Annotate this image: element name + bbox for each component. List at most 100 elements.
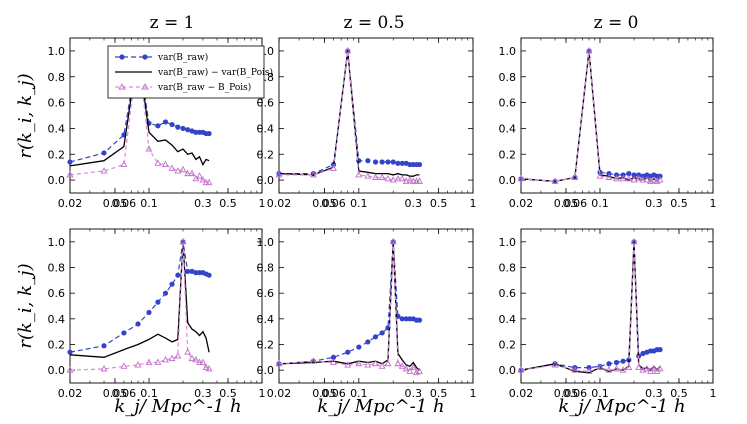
x-tick-label: 0.1 xyxy=(350,387,368,400)
point-pois xyxy=(643,364,651,372)
point-pois xyxy=(188,169,196,177)
y-tick-label: 0.6 xyxy=(499,287,517,300)
x-extra-tick-label: 0.06 xyxy=(321,387,346,400)
point-pois xyxy=(585,367,593,374)
point-pois xyxy=(134,361,142,368)
point-pois xyxy=(120,160,128,168)
point-pois xyxy=(196,358,203,365)
point-pois xyxy=(389,237,397,245)
point-raw xyxy=(657,347,663,353)
point-raw xyxy=(193,270,199,276)
point-raw xyxy=(180,125,186,132)
point-raw xyxy=(135,321,141,327)
point-raw xyxy=(626,171,632,177)
point-pois xyxy=(635,174,643,182)
point-pois xyxy=(100,364,108,372)
point-pois xyxy=(145,145,153,152)
point-pois xyxy=(275,170,283,178)
panel-frame xyxy=(69,37,263,194)
x-axis-title-col2: k_j/ Mpc^-1 h xyxy=(317,396,444,417)
panel-3: 0.02 0.05 0.1 0.5 1 0.06 0.3 0.0 0.2 0.4 0.6 0.8 1.0 xyxy=(499,37,717,210)
y-tick-label: 0.0 xyxy=(48,364,66,377)
series-line-raw xyxy=(520,241,661,371)
panels-group: 0.02 0.05 0.1 0.5 1 0.06 0.3 0.0 0.2 0.4 0.6 0.8 1.0… xyxy=(48,37,717,400)
point-pois xyxy=(355,170,363,178)
point-raw xyxy=(416,161,423,168)
series-line-sub xyxy=(520,241,661,374)
point-pois xyxy=(650,364,658,372)
y-tick-label: 0.4 xyxy=(48,122,66,135)
x-tick-label: 0.1 xyxy=(140,387,158,400)
x-tick-label: 0.05 xyxy=(554,387,579,400)
legend-raw-marker xyxy=(119,54,125,60)
panel-2: 0.02 0.05 0.1 0.5 10.06 0.30.00.20.40.60.81.0 xyxy=(257,37,477,210)
point-pois xyxy=(174,167,182,174)
point-raw xyxy=(620,358,626,364)
point-pois xyxy=(613,174,620,182)
point-raw xyxy=(206,130,212,137)
x-tick-label: 0.02 xyxy=(267,387,292,400)
point-pois xyxy=(643,176,651,183)
point-pois xyxy=(154,358,162,365)
point-pois xyxy=(202,363,210,371)
point-pois xyxy=(517,366,525,373)
y-tick-label: 0.4 xyxy=(499,313,517,326)
panel-frame xyxy=(520,37,714,194)
point-pois xyxy=(309,170,317,178)
legend-raw-marker-2 xyxy=(142,54,148,60)
y-tick-label: 0.8 xyxy=(48,71,66,84)
point-raw xyxy=(640,350,646,357)
y-tick-label: 0.0 xyxy=(257,174,275,187)
point-pois xyxy=(406,176,414,183)
x-tick-label: 0.5 xyxy=(670,197,688,210)
point-pois xyxy=(372,359,379,367)
y-tick-label: 0.4 xyxy=(257,313,275,326)
legend-raw-label: var(B_raw) xyxy=(157,52,208,63)
point-pois xyxy=(199,176,207,183)
point-raw xyxy=(390,159,396,165)
column-title-z1: z = 1 xyxy=(150,13,195,33)
point-pois xyxy=(605,173,613,180)
point-raw xyxy=(189,268,195,274)
point-raw xyxy=(101,343,107,349)
point-pois xyxy=(402,364,410,372)
x-tick-label: 0.02 xyxy=(267,197,292,210)
point-pois xyxy=(613,364,620,372)
point-pois xyxy=(330,164,337,171)
y-axis-title-top: r(k_i, k_j) xyxy=(15,73,36,158)
point-pois xyxy=(656,176,664,183)
point-raw xyxy=(155,123,161,129)
point-pois xyxy=(406,367,414,374)
point-raw xyxy=(345,349,351,355)
x-axis-title-col1: k_j/ Mpc^-1 h xyxy=(114,396,241,417)
y-tick-label: 1.0 xyxy=(257,236,275,249)
point-pois xyxy=(275,359,283,367)
point-pois xyxy=(625,174,633,182)
point-raw xyxy=(356,344,362,350)
point-pois xyxy=(517,174,525,182)
x-extra-tick-label: 0.06 xyxy=(321,197,346,210)
point-pois xyxy=(409,363,417,371)
x-tick-label: 0.02 xyxy=(58,197,83,210)
y-tick-label: 0.6 xyxy=(257,97,275,110)
point-raw xyxy=(395,160,401,166)
x-extra-tick-label: 0.06 xyxy=(112,197,137,210)
series-line-sub xyxy=(520,50,661,183)
legend-pois-marker-2 xyxy=(141,83,149,90)
series-line-pois xyxy=(520,241,661,373)
x-tick-label: 0.1 xyxy=(591,197,609,210)
point-pois xyxy=(364,361,372,368)
x-tick-label: 0.5 xyxy=(670,387,688,400)
point-pois xyxy=(416,177,423,184)
point-raw xyxy=(379,159,385,165)
x-tick-label: 0.1 xyxy=(350,197,368,210)
point-pois xyxy=(162,160,169,168)
point-pois xyxy=(596,363,604,371)
y-tick-label: 0.6 xyxy=(257,287,275,300)
legend-sub-label: var(B_raw) − var(B_Pois) xyxy=(157,67,273,78)
x-tick-label: 1 xyxy=(259,197,266,210)
x-extra-tick-label: 0.3 xyxy=(194,197,212,210)
series-line-raw xyxy=(278,241,420,365)
point-raw xyxy=(169,281,175,287)
